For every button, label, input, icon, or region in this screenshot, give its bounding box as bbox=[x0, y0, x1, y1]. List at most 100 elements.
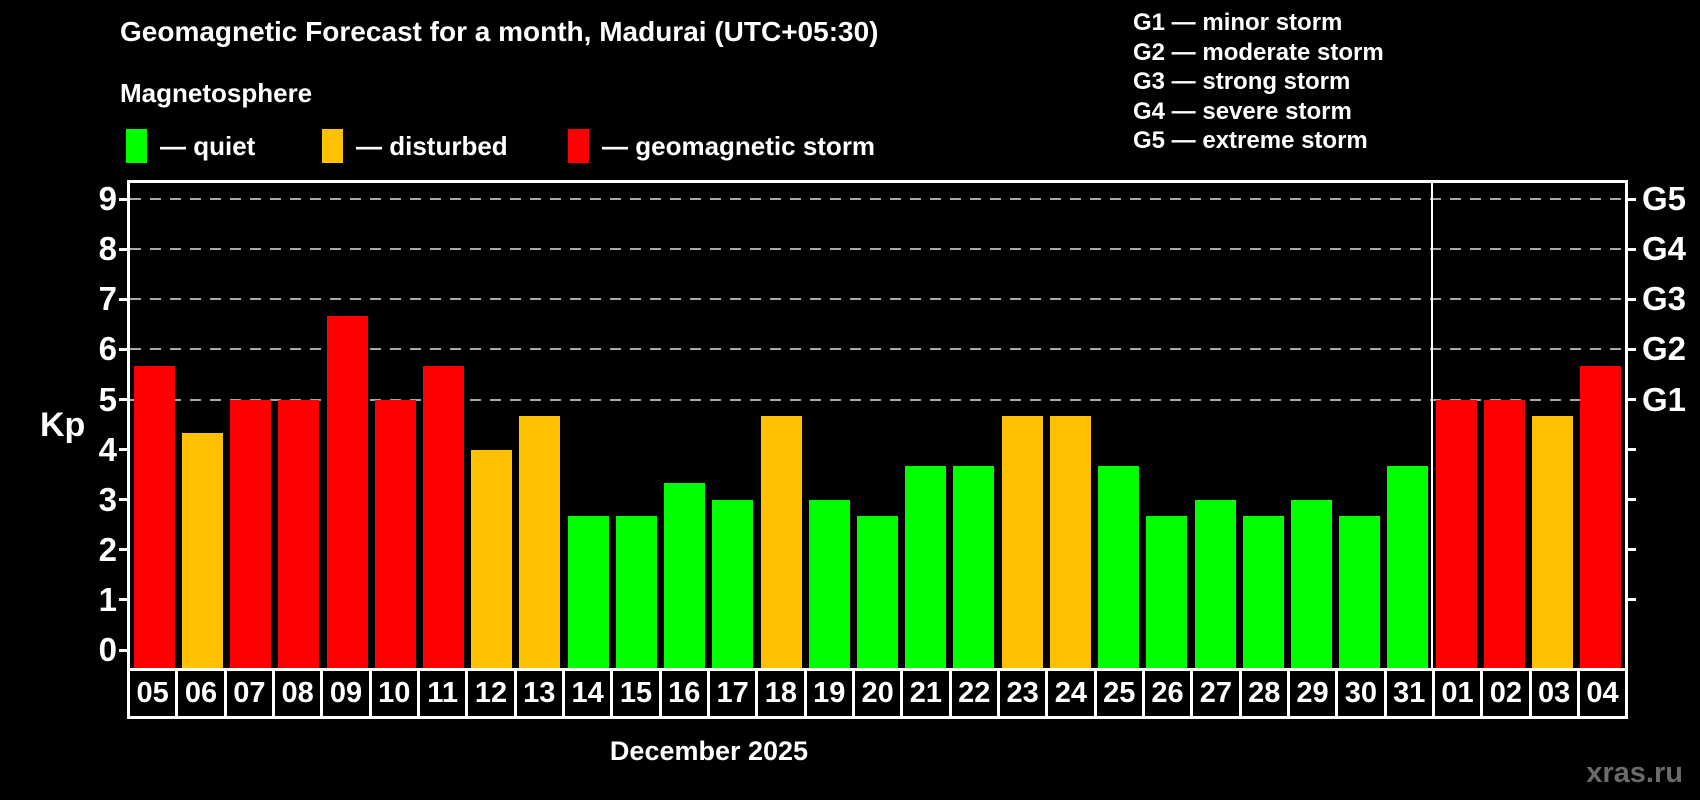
day-label-cell-02: 02 bbox=[1480, 671, 1528, 716]
day-label-cell-12: 12 bbox=[465, 671, 513, 716]
kp-axis-label-7: 7 bbox=[98, 280, 117, 318]
kp-bar-day-23 bbox=[1001, 416, 1043, 668]
kp-bar-day-05 bbox=[133, 365, 175, 668]
kp-bar-day-13 bbox=[519, 416, 561, 668]
kp-bar-day-24 bbox=[1049, 416, 1091, 668]
kp-bar-day-15 bbox=[615, 516, 657, 668]
day-label-cell-20: 20 bbox=[851, 671, 900, 716]
g-scale-line-1: G1 — minor storm bbox=[1133, 9, 1343, 36]
day-label-cell-27: 27 bbox=[1190, 671, 1238, 716]
kp-bar-day-19 bbox=[808, 499, 850, 668]
kp-bar-day-28 bbox=[1242, 516, 1284, 668]
day-label-cell-06: 06 bbox=[175, 671, 223, 716]
day-label-cell-31: 31 bbox=[1383, 671, 1432, 716]
day-label-cell-26: 26 bbox=[1141, 671, 1190, 716]
kp-bar-day-14 bbox=[567, 516, 609, 668]
kp-bar-day-31 bbox=[1387, 466, 1429, 668]
kp-bar-day-16 bbox=[664, 483, 706, 668]
g-axis-label-G2: G2 bbox=[1642, 330, 1687, 368]
legend-item-quiet: — quiet bbox=[126, 128, 255, 164]
chart-subtitle: Magnetosphere bbox=[120, 78, 313, 108]
legend-item-disturbed: — disturbed bbox=[322, 128, 508, 164]
day-label-cell-17: 17 bbox=[706, 671, 755, 716]
kp-bar-day-17 bbox=[712, 499, 754, 668]
kp-bar-day-12 bbox=[471, 449, 513, 668]
day-label-cell-10: 10 bbox=[368, 671, 417, 716]
kp-bar-day-20 bbox=[857, 516, 898, 668]
day-label-cell-22: 22 bbox=[948, 671, 997, 716]
g-scale-line-4: G4 — severe storm bbox=[1133, 97, 1352, 125]
day-label-cell-11: 11 bbox=[416, 671, 465, 716]
g-scale-legend: G1 — minor storm G2 — moderate storm G3 — … bbox=[1133, 8, 1384, 156]
kp-bar-day-02 bbox=[1483, 399, 1525, 668]
kp-bar-day-22 bbox=[953, 466, 995, 668]
day-label-cell-13: 13 bbox=[513, 671, 562, 716]
legend-label-storm: — geomagnetic storm bbox=[602, 130, 876, 161]
g-scale-line-5: G5 — extreme storm bbox=[1133, 127, 1368, 154]
kp-bar-day-07 bbox=[230, 399, 272, 668]
gridline-kp8 bbox=[130, 248, 1625, 251]
day-label-cell-24: 24 bbox=[1045, 671, 1093, 716]
kp-bar-day-27 bbox=[1194, 499, 1236, 668]
gridline-kp7 bbox=[130, 298, 1625, 301]
g-axis-label-G4: G4 bbox=[1642, 230, 1687, 268]
legend-label-disturbed: — disturbed bbox=[356, 130, 508, 161]
kp-bar-day-18 bbox=[760, 416, 802, 668]
day-label-cell-14: 14 bbox=[561, 671, 610, 716]
month-label: December 2025 bbox=[609, 736, 809, 766]
quiet-swatch bbox=[126, 129, 147, 163]
storm-swatch bbox=[568, 129, 589, 163]
day-label-cell-18: 18 bbox=[755, 671, 803, 716]
kp-bar-day-04 bbox=[1580, 365, 1622, 668]
day-label-cell-15: 15 bbox=[610, 671, 658, 716]
kp-bar-day-30 bbox=[1339, 516, 1381, 668]
day-label-cell-16: 16 bbox=[658, 671, 707, 716]
kp-bar-day-09 bbox=[326, 315, 368, 668]
kp-bar-day-10 bbox=[374, 399, 416, 668]
day-label-cell-05: 05 bbox=[136, 677, 169, 709]
kp-axis-label-1: 1 bbox=[98, 580, 117, 618]
kp-axis-title: Kp bbox=[40, 406, 86, 444]
day-label-cell-03: 03 bbox=[1528, 671, 1577, 716]
g-scale-line-2: G2 — moderate storm bbox=[1133, 38, 1384, 66]
status-legend: — quiet — disturbed — geomagnetic storm bbox=[0, 128, 1100, 168]
day-axis-row: 05 06 07 08 09 10 11 12 13 14 15 16 17 18 19 20 21 22 23 24… bbox=[127, 668, 1628, 719]
day-label-cell-28: 28 bbox=[1238, 671, 1287, 716]
month-divider bbox=[1430, 183, 1434, 668]
kp-bar-day-03 bbox=[1532, 416, 1574, 668]
watermark: xras.ru bbox=[1586, 757, 1683, 789]
kp-bar-day-25 bbox=[1098, 466, 1140, 668]
day-label-cell-29: 29 bbox=[1286, 671, 1335, 716]
kp-bar-day-11 bbox=[422, 365, 464, 668]
day-label-cell-30: 30 bbox=[1335, 671, 1383, 716]
legend-label-quiet: — quiet bbox=[160, 130, 256, 161]
legend-item-storm: — geomagnetic storm bbox=[568, 128, 875, 164]
g-axis-label-G5: G5 bbox=[1642, 180, 1687, 218]
kp-axis-label-2: 2 bbox=[98, 530, 117, 568]
kp-axis-label-6: 6 bbox=[98, 330, 117, 368]
kp-bar-day-08 bbox=[278, 399, 320, 668]
chart-title: Geomagnetic Forecast for a month, Madura… bbox=[120, 16, 879, 47]
kp-bar-day-06 bbox=[181, 433, 223, 668]
day-label-cell-09: 09 bbox=[320, 671, 368, 716]
kp-bar-day-21 bbox=[905, 466, 947, 668]
kp-axis-label-8: 8 bbox=[98, 230, 117, 268]
gridline-kp5 bbox=[130, 398, 1625, 401]
kp-axis-label-3: 3 bbox=[98, 480, 117, 518]
day-label-cell-21: 21 bbox=[900, 671, 948, 716]
day-label-cell-07: 07 bbox=[223, 671, 272, 716]
kp-axis-label-0: 0 bbox=[98, 631, 117, 668]
g-axis-label-G3: G3 bbox=[1642, 280, 1687, 318]
g-axis-label-G1: G1 bbox=[1642, 380, 1687, 418]
day-label-cell-01: 01 bbox=[1431, 671, 1480, 716]
kp-bar-day-26 bbox=[1146, 516, 1188, 668]
kp-bar-day-01 bbox=[1435, 399, 1477, 668]
disturbed-swatch bbox=[322, 129, 343, 163]
kp-axis-label-9: 9 bbox=[98, 180, 117, 218]
gridline-kp9 bbox=[130, 198, 1625, 201]
day-label-cell-04: 04 bbox=[1576, 671, 1625, 716]
g-scale-line-3: G3 — strong storm bbox=[1133, 68, 1351, 95]
day-label-cell-19: 19 bbox=[803, 671, 852, 716]
plot-area bbox=[127, 180, 1628, 668]
